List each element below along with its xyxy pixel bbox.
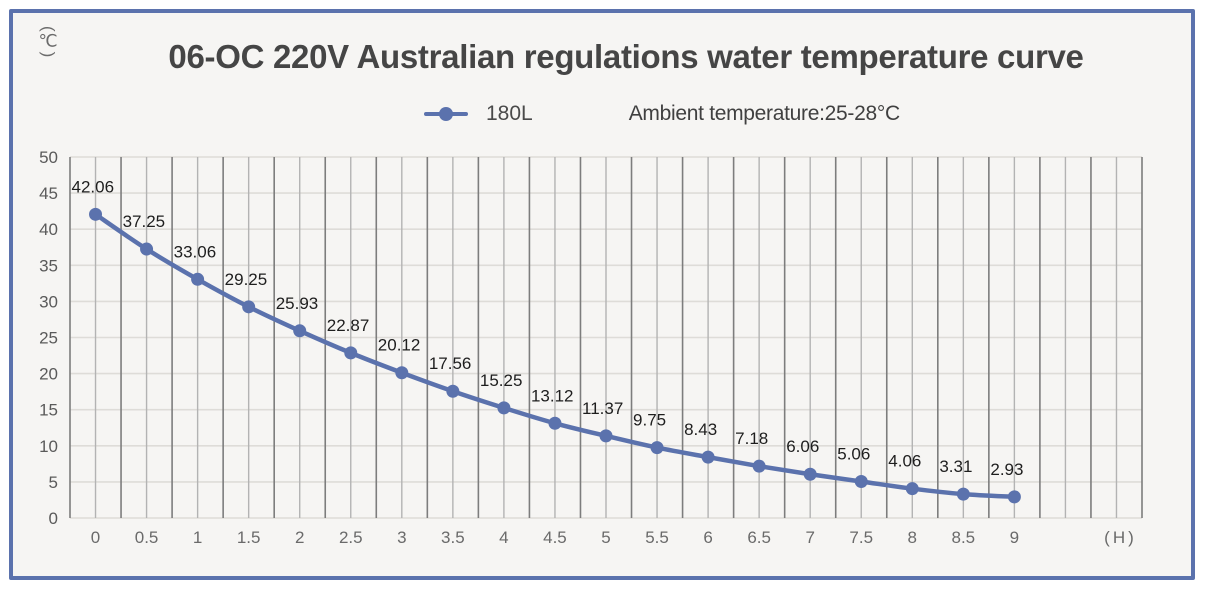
x-tick-label: 8 [908, 528, 917, 547]
x-tick-label: 8.5 [952, 528, 976, 547]
legend: 180L Ambient temperature:25-28°C [424, 100, 900, 128]
y-tick-label: 40 [39, 220, 58, 239]
x-tick-label: 4.5 [543, 528, 567, 547]
x-axis-ticks: 0 0.5 1 1.5 2 2.5 3 3.5 4 4.5 5 5.5 6 6.5 7 7.5 8 8.5 9 [91, 528, 1019, 547]
y-tick-label: 45 [39, 184, 58, 203]
chart-title: 06-OC 220V Australian regulations water … [168, 38, 1084, 75]
x-tick-label: 6 [703, 528, 712, 547]
data-point [548, 416, 562, 430]
x-tick-label: 1.5 [237, 528, 261, 547]
ambient-temperature-note: Ambient temperature:25-28°C [628, 102, 900, 125]
y-tick-label: 35 [39, 256, 58, 275]
data-point [854, 474, 868, 488]
data-point [497, 401, 511, 415]
data-label: 9.75 [633, 411, 666, 430]
data-point [1007, 490, 1021, 504]
data-label: 17.56 [429, 354, 472, 373]
data-labels: 42.06 37.25 33.06 29.25 25.93 22.87 20.12 17.56… [72, 177, 1024, 479]
x-tick-label: 1 [193, 528, 202, 547]
data-point [701, 450, 715, 464]
data-label: 15.25 [480, 371, 523, 390]
data-label: 37.25 [123, 212, 166, 231]
data-label: 6.06 [786, 437, 819, 456]
data-point [395, 366, 409, 380]
data-label: 7.18 [735, 429, 768, 448]
x-axis-unit-label: (H) [1104, 528, 1137, 547]
data-point [140, 242, 154, 256]
x-tick-label: 4 [499, 528, 508, 547]
legend-line-marker-icon [424, 107, 468, 121]
y-tick-label: 20 [39, 365, 58, 384]
y-tick-label: 10 [39, 437, 58, 456]
x-tick-label: 5 [601, 528, 610, 547]
y-tick-label: 0 [49, 509, 58, 528]
data-point [191, 272, 205, 286]
y-tick-label: 5 [49, 473, 58, 492]
data-point [293, 324, 307, 338]
data-label: 25.93 [276, 294, 319, 313]
data-label: 42.06 [72, 177, 115, 196]
data-label: 2.93 [990, 460, 1023, 479]
x-tick-label: 0 [91, 528, 100, 547]
data-label: 8.43 [684, 420, 717, 439]
y-tick-label: 50 [39, 148, 58, 167]
chart-frame [9, 9, 1195, 580]
data-label: 20.12 [378, 336, 421, 355]
data-label: 13.12 [531, 386, 574, 405]
x-tick-label: 6.5 [747, 528, 771, 547]
y-axis-ticks: 0 5 10 15 20 25 30 35 40 45 50 [39, 148, 58, 528]
data-label: 33.06 [174, 242, 217, 261]
x-tick-label: 9 [1010, 528, 1019, 547]
data-label: 3.31 [939, 457, 972, 476]
data-label: 5.06 [837, 444, 870, 463]
x-tick-label: 2 [295, 528, 304, 547]
data-point [752, 459, 766, 473]
data-label: 22.87 [327, 316, 370, 335]
data-point [446, 384, 460, 398]
legend-series-label: 180L [486, 102, 533, 125]
data-label: 11.37 [582, 399, 623, 418]
x-tick-label: 2.5 [339, 528, 363, 547]
data-point [344, 346, 358, 360]
x-tick-label: 7 [805, 528, 814, 547]
y-tick-label: 15 [39, 401, 58, 420]
data-point [599, 429, 613, 443]
x-tick-label: 5.5 [645, 528, 669, 547]
y-tick-label: 25 [39, 329, 58, 348]
data-label: 4.06 [888, 452, 921, 471]
data-point [650, 441, 664, 455]
data-point [242, 300, 256, 314]
series-180l [89, 207, 1021, 504]
x-tick-label: 7.5 [849, 528, 873, 547]
x-tick-label: 3 [397, 528, 406, 547]
x-tick-label: 0.5 [135, 528, 159, 547]
x-tick-label: 3.5 [441, 528, 465, 547]
y-axis-unit-label: (℃) [39, 26, 58, 58]
y-tick-label: 30 [39, 292, 58, 311]
data-point [803, 467, 817, 481]
data-label: 29.25 [225, 270, 268, 289]
grid [69, 156, 1143, 519]
data-point [89, 207, 103, 221]
data-point [956, 487, 970, 501]
data-point [905, 482, 919, 496]
